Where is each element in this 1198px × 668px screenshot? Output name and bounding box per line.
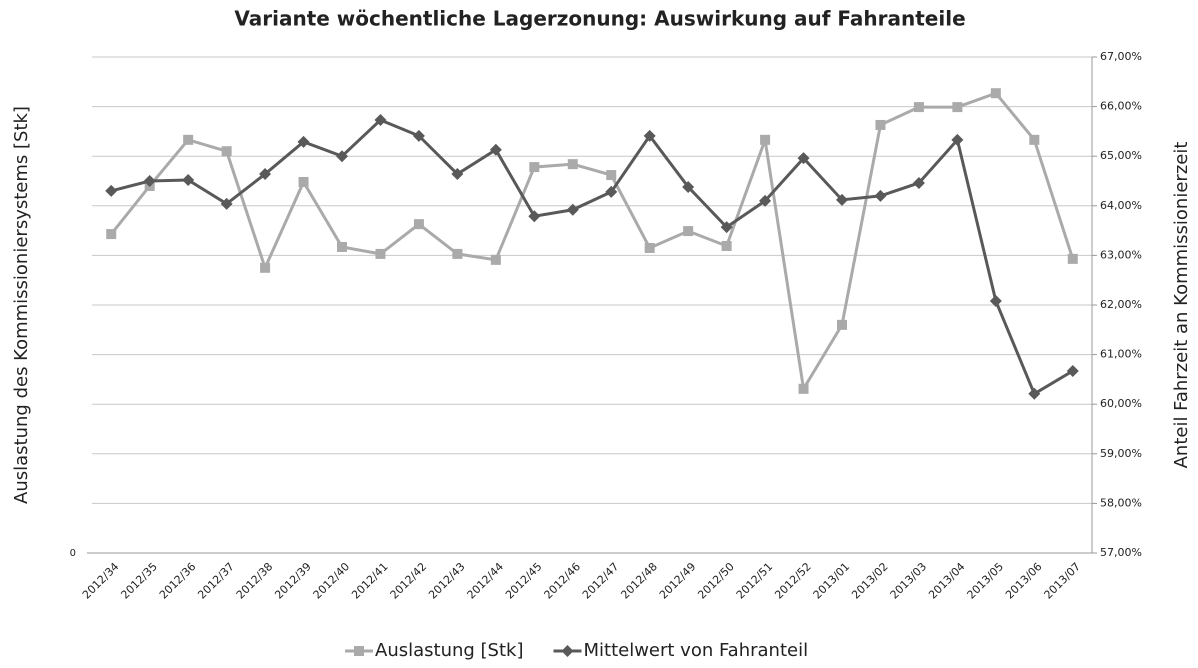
marker bbox=[260, 262, 271, 273]
legend-marker bbox=[354, 646, 364, 656]
marker bbox=[412, 129, 425, 142]
y2-tick-label: 58,00% bbox=[1100, 496, 1142, 509]
marker bbox=[298, 176, 309, 187]
marker bbox=[605, 185, 618, 198]
marker bbox=[1067, 253, 1078, 264]
x-tick-label: 2012/42 bbox=[388, 560, 430, 602]
x-tick-label: 2013/05 bbox=[965, 560, 1007, 602]
chart-title: Variante wöchentliche Lagerzonung: Auswi… bbox=[234, 7, 965, 31]
x-tick-label: 2012/37 bbox=[195, 560, 237, 602]
marker bbox=[182, 174, 195, 187]
marker bbox=[1029, 134, 1040, 145]
x-tick-label: 2012/39 bbox=[272, 560, 314, 602]
marker bbox=[643, 129, 656, 142]
legend-marker bbox=[561, 645, 574, 657]
x-tick-label: 2012/45 bbox=[503, 560, 545, 602]
marker bbox=[913, 102, 924, 113]
y2-tick-label: 59,00% bbox=[1100, 447, 1142, 460]
x-tick-label: 2013/02 bbox=[849, 560, 891, 602]
marker bbox=[990, 88, 1001, 99]
y2-tick-label: 63,00% bbox=[1100, 248, 1142, 261]
marker bbox=[797, 152, 810, 165]
series-line bbox=[110, 118, 1074, 396]
marker bbox=[297, 135, 310, 148]
marker bbox=[105, 184, 118, 197]
marker bbox=[528, 210, 541, 223]
y2-tick-label: 66,00% bbox=[1100, 100, 1142, 113]
marker bbox=[221, 146, 232, 157]
series-line bbox=[110, 91, 1075, 394]
marker bbox=[489, 143, 502, 156]
marker bbox=[566, 203, 579, 216]
marker bbox=[720, 221, 733, 234]
y2-tick-label: 67,00% bbox=[1100, 50, 1142, 63]
marker bbox=[337, 241, 347, 252]
marker bbox=[1066, 364, 1079, 377]
x-tick-label: 2013/06 bbox=[1003, 560, 1045, 602]
y-tick-label: 0 bbox=[70, 548, 76, 559]
x-tick-label: 2013/04 bbox=[926, 560, 968, 602]
y2-tick-label: 61,00% bbox=[1100, 348, 1142, 361]
x-tick-label: 2012/38 bbox=[234, 560, 276, 602]
y2-axis-title: Anteil Fahrzeit an Kommissionierzeit bbox=[1171, 142, 1192, 469]
marker bbox=[259, 168, 272, 181]
x-tick-label: 2012/48 bbox=[618, 560, 660, 602]
x-tick-label: 2012/36 bbox=[157, 560, 199, 602]
marker bbox=[451, 168, 464, 181]
y2-tick-label: 64,00% bbox=[1100, 199, 1142, 212]
x-tick-label: 2012/40 bbox=[311, 560, 353, 602]
marker bbox=[567, 159, 578, 170]
marker bbox=[682, 180, 695, 193]
marker bbox=[336, 150, 348, 163]
marker bbox=[529, 162, 540, 173]
x-tick-label: 2012/35 bbox=[118, 560, 160, 602]
marker bbox=[874, 189, 887, 202]
x-tick-label: 2012/47 bbox=[580, 560, 622, 602]
y-axis-title: Auslastung des Kommissioniersystems [Stk… bbox=[11, 106, 32, 504]
marker bbox=[798, 383, 809, 394]
marker bbox=[490, 254, 501, 265]
x-tick-label: 2012/46 bbox=[542, 560, 584, 602]
x-tick-label: 2012/41 bbox=[349, 560, 391, 602]
marker bbox=[183, 134, 194, 145]
marker bbox=[644, 242, 655, 253]
x-tick-label: 2013/07 bbox=[1042, 560, 1084, 602]
marker bbox=[1028, 387, 1041, 400]
marker bbox=[875, 119, 886, 130]
marker bbox=[220, 197, 233, 210]
y2-tick-label: 65,00% bbox=[1100, 149, 1142, 162]
marker bbox=[837, 319, 847, 330]
marker bbox=[606, 170, 617, 181]
y2-tick-label: 57,00% bbox=[1100, 546, 1142, 559]
x-tick-label: 2012/49 bbox=[657, 560, 699, 602]
marker bbox=[374, 113, 387, 126]
marker bbox=[912, 176, 925, 189]
y2-tick-label: 62,00% bbox=[1100, 298, 1142, 311]
marker bbox=[952, 102, 963, 113]
marker bbox=[375, 248, 386, 259]
marker bbox=[452, 248, 463, 259]
x-tick-label: 2012/50 bbox=[695, 560, 737, 602]
x-tick-label: 2012/52 bbox=[772, 560, 814, 602]
x-tick-label: 2012/43 bbox=[426, 560, 468, 602]
marker bbox=[143, 175, 156, 187]
x-tick-label: 2012/44 bbox=[465, 560, 507, 602]
marker bbox=[721, 240, 732, 251]
x-tick-label: 2013/03 bbox=[888, 560, 930, 602]
marker bbox=[759, 194, 772, 207]
y2-tick-label: 60,00% bbox=[1100, 397, 1142, 410]
x-tick-label: 2012/34 bbox=[80, 560, 122, 602]
marker bbox=[836, 193, 848, 206]
marker bbox=[989, 295, 1002, 308]
marker bbox=[683, 226, 694, 237]
x-tick-label: 2013/01 bbox=[811, 560, 853, 602]
legend-label: Mittelwert von Fahranteil bbox=[583, 640, 808, 661]
marker bbox=[413, 219, 424, 230]
legend-label: Auslastung [Stk] bbox=[375, 640, 523, 661]
marker bbox=[106, 229, 117, 240]
marker bbox=[760, 134, 771, 145]
marker bbox=[951, 133, 964, 146]
x-tick-label: 2012/51 bbox=[734, 560, 776, 602]
